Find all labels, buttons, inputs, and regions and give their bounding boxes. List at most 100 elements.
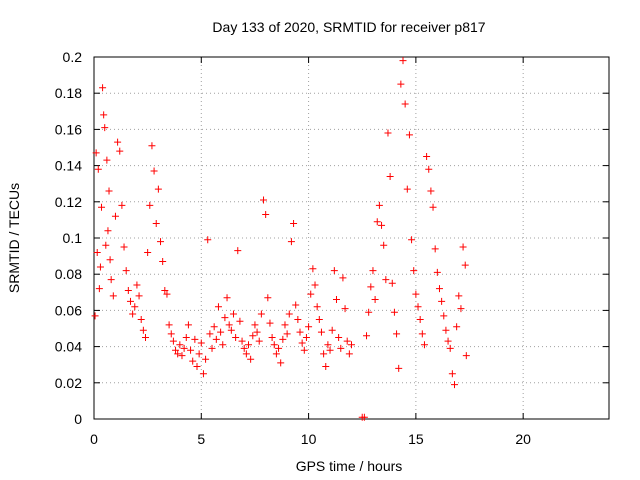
data-point	[403, 185, 411, 193]
data-point	[148, 142, 156, 150]
data-point	[178, 352, 186, 360]
data-point	[461, 261, 469, 269]
data-point	[302, 334, 310, 342]
data-point	[337, 344, 345, 352]
data-point	[251, 321, 259, 329]
data-point	[255, 337, 263, 345]
data-point	[425, 165, 433, 173]
data-point	[245, 341, 252, 349]
x-tick-labels: 0 5 10 15 20	[90, 431, 531, 447]
data-point	[285, 310, 293, 318]
data-point	[307, 290, 315, 298]
y-tick-label: 0.14	[55, 158, 82, 174]
x-axis-label: GPS time / hours	[296, 458, 403, 474]
data-point	[264, 294, 272, 302]
y-tick-label: 0.2	[63, 49, 83, 65]
data-point	[144, 248, 152, 256]
data-point	[348, 341, 355, 349]
data-point	[380, 241, 388, 249]
data-point	[360, 413, 368, 421]
data-point	[105, 187, 113, 195]
data-point	[305, 323, 313, 331]
data-point	[124, 286, 132, 294]
y-tick-label: 0	[74, 411, 82, 427]
data-point	[393, 330, 401, 338]
data-point	[202, 355, 210, 363]
data-point	[223, 294, 231, 302]
data-point	[335, 334, 343, 342]
data-point	[120, 243, 128, 251]
data-point	[328, 326, 336, 334]
data-point	[371, 296, 379, 304]
data-point	[126, 297, 134, 305]
data-point	[322, 363, 330, 371]
data-point	[107, 276, 115, 284]
data-point	[382, 276, 390, 284]
data-point	[197, 339, 205, 347]
y-tick-label: 0.04	[55, 339, 82, 355]
data-point	[438, 297, 446, 305]
data-point	[212, 335, 220, 343]
data-point	[343, 337, 351, 345]
data-point	[268, 334, 276, 342]
data-point	[433, 268, 441, 276]
data-point	[324, 341, 332, 349]
data-point	[133, 281, 141, 289]
data-point	[109, 292, 117, 300]
chart-title: Day 133 of 2020, SRMTID for receiver p81…	[212, 19, 485, 35]
data-point	[410, 267, 418, 275]
data-point	[180, 344, 188, 352]
x-tick-label: 20	[515, 431, 531, 447]
data-point	[369, 267, 377, 275]
data-point	[405, 131, 413, 139]
data-point	[219, 341, 227, 349]
data-point	[283, 330, 291, 338]
data-point	[367, 283, 375, 291]
data-point	[103, 156, 111, 164]
data-point	[172, 346, 180, 354]
data-point	[260, 196, 268, 204]
data-point	[257, 310, 265, 318]
data-point	[234, 247, 242, 255]
data-point	[189, 357, 197, 365]
data-point	[365, 308, 373, 316]
y-tick-label: 0.06	[55, 302, 82, 318]
data-point	[281, 321, 289, 329]
data-point	[455, 292, 463, 300]
data-point	[142, 334, 149, 342]
y-tick-labels: 0 0.02 0.04 0.06 0.08 0.1 0.12 0.14 0.16 0.18 0.2	[55, 49, 82, 427]
data-point	[375, 201, 383, 209]
data-point	[279, 335, 287, 343]
data-point	[412, 290, 420, 298]
x-tick-label: 10	[301, 431, 317, 447]
data-point	[152, 220, 160, 228]
data-point	[332, 296, 340, 304]
data-point	[330, 267, 338, 275]
data-point	[116, 147, 124, 155]
data-point	[429, 203, 437, 211]
data-point	[266, 319, 274, 327]
data-point	[139, 326, 147, 334]
data-point	[444, 337, 452, 345]
data-point	[399, 57, 407, 65]
data-point	[462, 352, 470, 360]
y-tick-label: 0.18	[55, 85, 82, 101]
data-point	[206, 330, 214, 338]
data-point	[453, 323, 461, 331]
data-point	[345, 350, 353, 358]
data-point	[217, 328, 225, 336]
data-point	[118, 201, 126, 209]
data-point	[191, 335, 199, 343]
data-point	[131, 303, 139, 311]
data-point	[204, 236, 212, 244]
data-point	[236, 317, 244, 325]
x-tick-label: 5	[197, 431, 205, 447]
y-tick-label: 0.16	[55, 121, 82, 137]
data-point	[154, 185, 162, 193]
data-point	[238, 337, 246, 345]
data-point	[210, 323, 218, 331]
data-point	[98, 203, 106, 211]
data-point	[225, 321, 233, 329]
data-point	[253, 328, 261, 336]
data-point	[317, 328, 325, 336]
